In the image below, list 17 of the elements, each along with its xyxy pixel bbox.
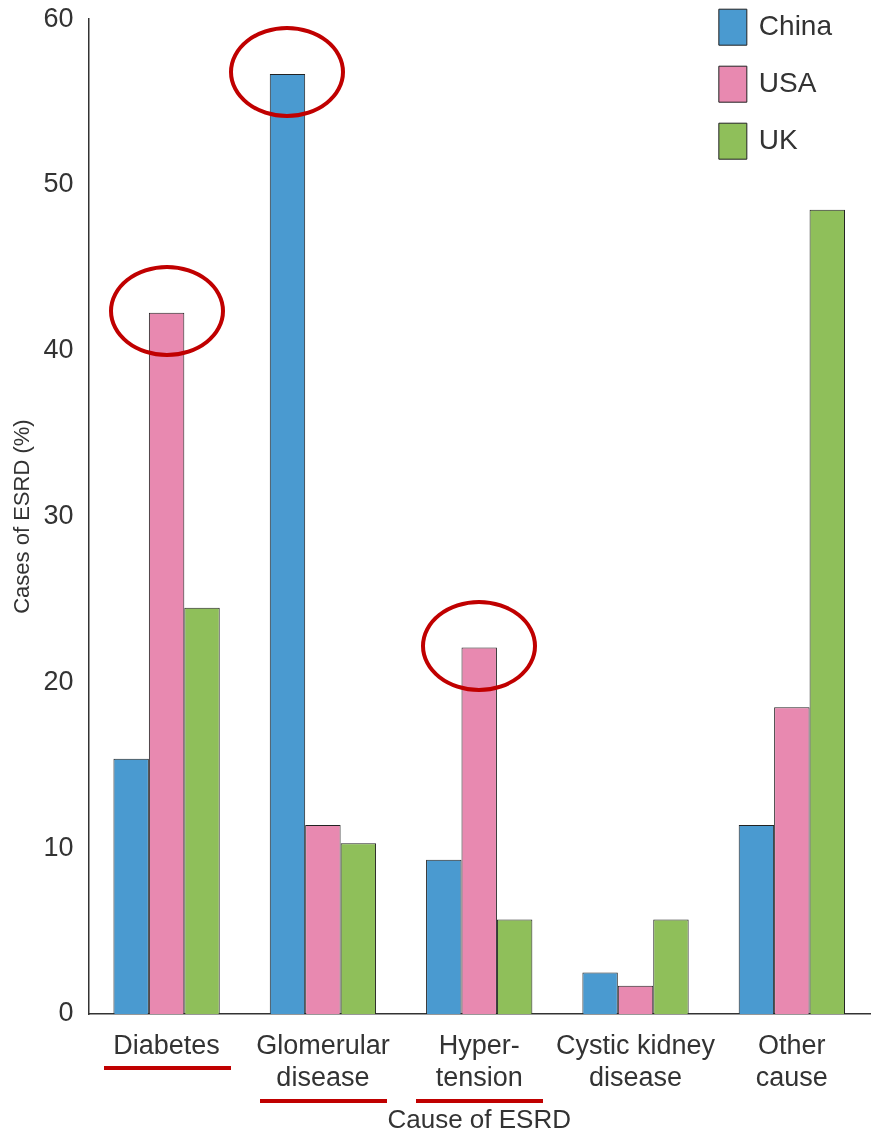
y-axis-title: Cases of ESRD (%) bbox=[9, 419, 35, 614]
x-axis-title: Cause of ESRD bbox=[387, 1103, 571, 1134]
legend-label: USA bbox=[758, 66, 817, 98]
x-tick-label: Cystic kidney disease bbox=[556, 1029, 716, 1093]
y-tick-label: 50 bbox=[43, 168, 74, 199]
x-tick-label: Glomerular disease bbox=[256, 1029, 390, 1093]
y-tick-label: 0 bbox=[58, 997, 74, 1028]
y-tick-label: 10 bbox=[43, 831, 74, 862]
y-tick-label: 20 bbox=[43, 665, 74, 696]
x-tick-label: Hyper- tension bbox=[435, 1029, 523, 1093]
x-tick-label: Diabetes bbox=[113, 1029, 220, 1060]
y-tick-label: 30 bbox=[43, 500, 74, 531]
y-tick-label: 40 bbox=[43, 334, 74, 365]
y-tick-label: 60 bbox=[43, 2, 74, 33]
x-tick-label: Other cause bbox=[755, 1029, 828, 1093]
legend-label: UK bbox=[758, 123, 799, 155]
legend-label: China bbox=[758, 9, 833, 41]
